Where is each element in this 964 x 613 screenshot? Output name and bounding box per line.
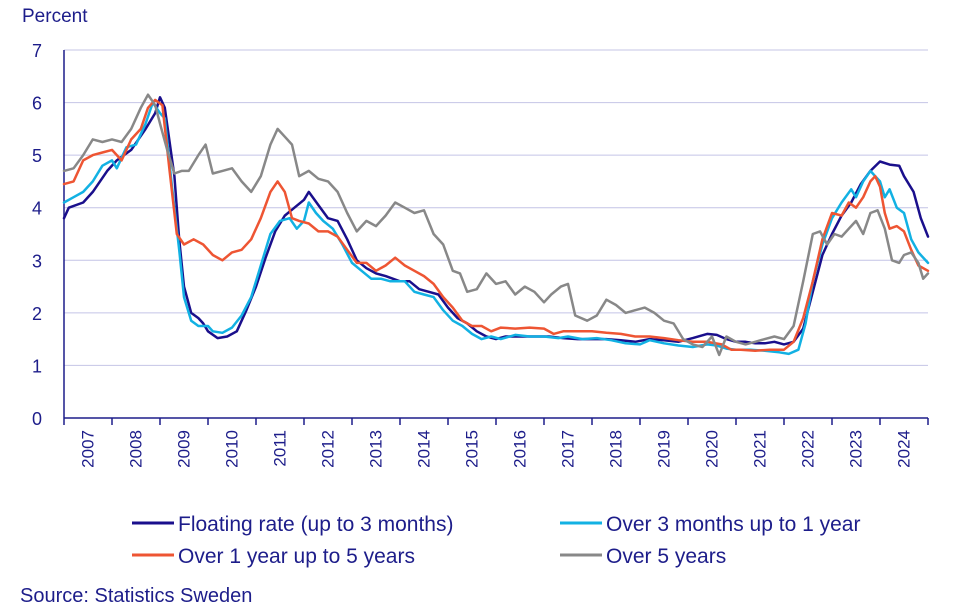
x-tick-label: 2011 <box>271 430 290 467</box>
y-tick-label: 2 <box>32 304 42 324</box>
y-tick-label: 7 <box>32 41 42 61</box>
x-tick-label: 2023 <box>847 430 866 468</box>
gridlines <box>64 49 928 366</box>
x-tick-label: 2022 <box>799 430 818 468</box>
x-tick-label: 2007 <box>79 430 98 468</box>
x-tick-label: 2012 <box>319 430 338 468</box>
y-axis-unit-label: Percent <box>22 6 88 27</box>
y-tick-label: 5 <box>32 146 42 166</box>
legend-label-3: Over 1 year up to 5 years <box>178 545 415 568</box>
series-line-1 <box>62 96 930 346</box>
y-tick-label: 1 <box>32 356 42 376</box>
x-tick-label: 2013 <box>367 430 386 468</box>
x-tick-label: 2009 <box>175 430 194 468</box>
legend-label-1: Floating rate (up to 3 months) <box>178 513 453 536</box>
y-tick-label: 0 <box>32 409 42 429</box>
y-axis-ticks: 0 1 2 3 4 5 6 7 <box>32 41 42 429</box>
y-tick-label: 4 <box>32 199 42 219</box>
x-tick-label: 2020 <box>703 430 722 468</box>
legend-label-4: Over 5 years <box>606 545 726 568</box>
y-tick-label: 3 <box>32 251 42 271</box>
x-tick-label: 2008 <box>127 430 146 468</box>
legend: Floating rate (up to 3 months) Over 3 mon… <box>132 513 860 568</box>
x-tick-label: 2010 <box>223 430 242 468</box>
data-series <box>62 93 930 357</box>
x-tick-label: 2015 <box>463 430 482 468</box>
legend-label-2: Over 3 months up to 1 year <box>606 513 860 536</box>
x-axis: 2007 2008 2009 2010 2011 2012 2013 2014 2015 2016… <box>63 50 929 468</box>
x-tick-label: 2017 <box>559 430 578 468</box>
y-tick-label: 6 <box>32 94 42 114</box>
x-tick-label: 2018 <box>607 430 626 468</box>
source-note: Source: Statistics Sweden <box>20 585 252 607</box>
series-line-3 <box>62 98 930 352</box>
series-line-4 <box>62 93 930 357</box>
x-tick-label: 2021 <box>751 430 770 468</box>
x-tick-label: 2014 <box>415 430 434 468</box>
x-tick-label: 2019 <box>655 430 674 468</box>
series-line-2 <box>62 101 930 356</box>
x-tick-label: 2024 <box>895 430 914 468</box>
x-tick-label: 2016 <box>511 430 530 468</box>
